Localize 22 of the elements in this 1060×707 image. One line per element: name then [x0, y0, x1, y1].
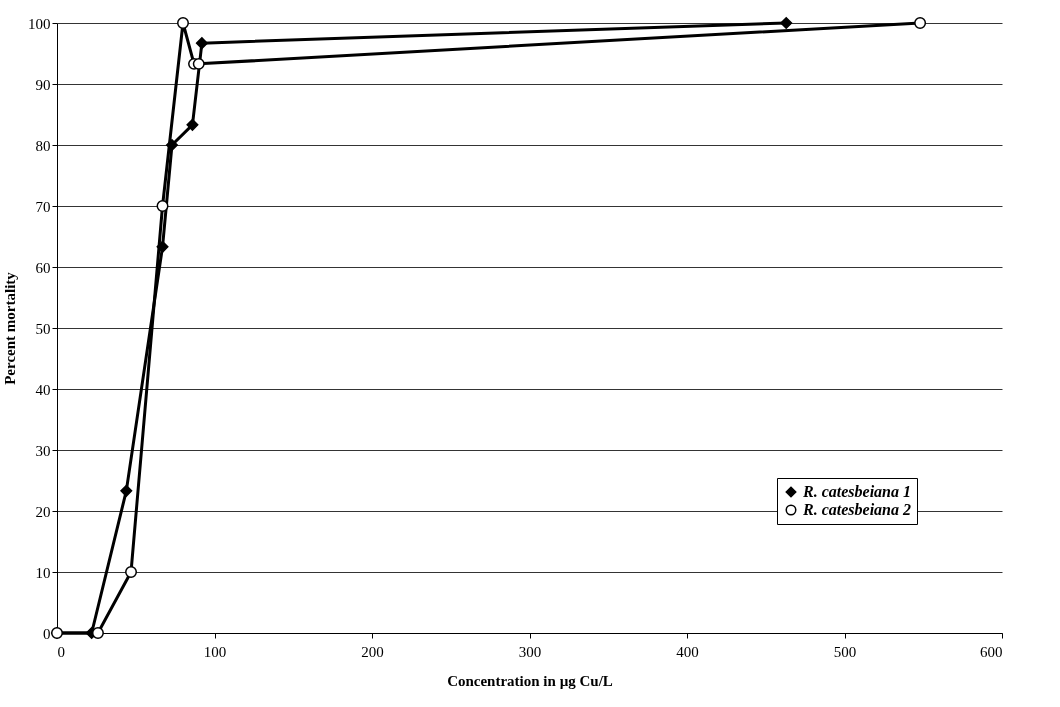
y-tick-label: 20 [35, 503, 51, 520]
x-tick-label: 300 [518, 643, 542, 660]
y-tick-label: 10 [35, 564, 51, 581]
x-tick-label: 500 [833, 643, 857, 660]
legend-label: R. catesbeiana 2 [802, 501, 911, 518]
x-tick-label: 600 [980, 643, 1003, 660]
y-tick-label: 30 [35, 442, 51, 459]
x-tick-label: 0 [57, 643, 65, 660]
y-tick-label: 40 [35, 381, 51, 398]
y-axis-title: Percent mortality [2, 271, 18, 385]
x-tick-label: 100 [203, 643, 227, 660]
x-axis-title: Concentration in µg Cu/L [447, 672, 613, 689]
x-tick-label: 400 [676, 643, 699, 660]
x-tick-label: 200 [361, 643, 384, 660]
y-tick-label: 70 [35, 198, 51, 215]
legend-label: R. catesbeiana 1 [802, 483, 911, 500]
y-tick-label: 50 [35, 320, 51, 337]
y-tick-label: 100 [28, 15, 51, 32]
y-tick-label: 0 [43, 625, 51, 642]
y-tick-label: 90 [35, 76, 51, 93]
y-tick-label: 60 [35, 259, 51, 276]
y-tick-label: 80 [35, 137, 51, 154]
